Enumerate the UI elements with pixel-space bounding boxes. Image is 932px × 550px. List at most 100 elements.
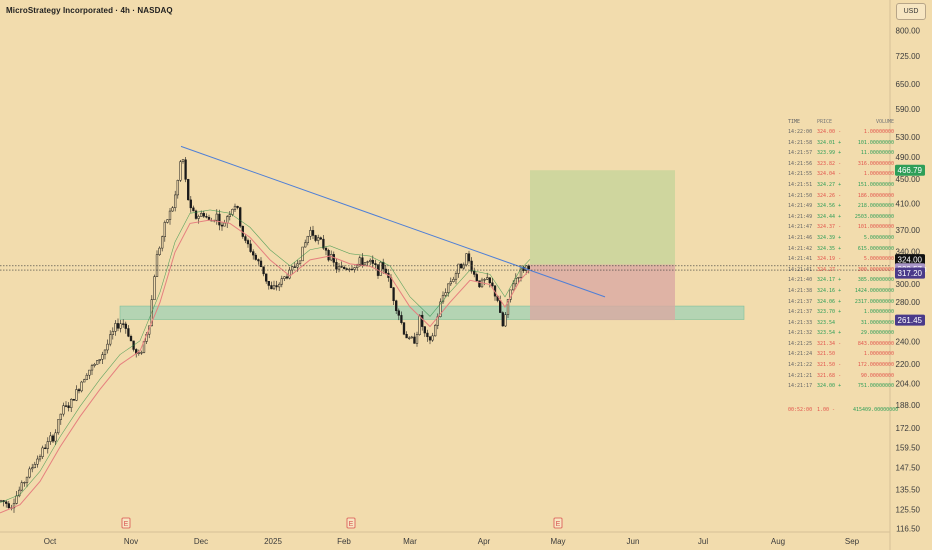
tape-row: 14:21:37 323.70 + 1.00000000: [784, 307, 894, 318]
x-tick-label: Sep: [845, 537, 860, 546]
y-tick-label: 650.00: [896, 80, 921, 89]
candle: [101, 354, 104, 360]
candle: [384, 268, 387, 274]
y-tick-label: 340.00: [896, 248, 921, 257]
tape-volume: 1.00000000: [863, 309, 894, 316]
candle: [226, 216, 229, 224]
earnings-marker-box: [121, 517, 131, 529]
x-tick-label: 2025: [264, 537, 282, 546]
candle: [77, 389, 81, 392]
candle: [64, 405, 68, 407]
x-tick-label: May: [550, 537, 565, 546]
candle: [332, 254, 335, 263]
tape-volume: 5.00000000: [863, 256, 894, 263]
candle: [25, 476, 29, 483]
tape-row: 14:22:00 324.00 - 1.00000000: [784, 127, 894, 138]
candle: [54, 432, 57, 442]
tape-volume: 2317.00000000: [854, 298, 894, 305]
stop-zone: [530, 264, 675, 321]
price-label-box: [895, 164, 925, 176]
tape-time: 14:21:22: [788, 362, 813, 369]
candle: [522, 266, 525, 271]
candle: [179, 161, 182, 181]
candle: [506, 299, 510, 315]
candle: [122, 323, 125, 325]
candle: [28, 468, 31, 478]
candle: [38, 456, 42, 460]
candle: [140, 352, 143, 354]
tape-time: 14:21:37: [788, 309, 813, 316]
tape-volume: 1.00000000: [863, 351, 894, 358]
candle: [90, 365, 94, 371]
candle: [392, 287, 395, 302]
candle: [184, 159, 187, 180]
y-tick-label: 280.00: [896, 298, 921, 307]
tape-row: 14:21:22 321.50 - 172.00000000: [784, 360, 894, 371]
candle: [57, 419, 60, 434]
tape-volume: 172.00000000: [857, 362, 894, 369]
tape-volume: 615.00000000: [857, 245, 894, 252]
candle: [491, 282, 494, 287]
candle: [291, 266, 294, 271]
candle: [444, 292, 447, 296]
tape-volume: 151.00000000: [857, 181, 894, 188]
tape-time: 14:21:37: [788, 298, 813, 305]
candle: [166, 219, 169, 223]
tape-header-price: PRICE: [817, 119, 833, 125]
time-and-sales-panel: TIME PRICE VOLUME 14:22:00 324.00 - 1.0000…: [784, 117, 898, 413]
y-tick-label: 172.00: [896, 424, 921, 433]
candle: [174, 194, 177, 208]
earnings-marker: E: [346, 517, 356, 529]
candle: [371, 259, 374, 264]
tape-row: 14:21:50 324.26 - 186.00000000: [784, 191, 894, 202]
candle: [311, 230, 315, 236]
candle: [20, 482, 23, 491]
tape-row: 14:21:46 324.39 + 5.00000000: [784, 233, 894, 244]
tape-row: 14:21:42 324.35 + 615.00000000: [784, 244, 894, 255]
tape-row: 14:21:24 321.50 1.00000000: [784, 349, 894, 360]
price-label-value: 466.79: [898, 166, 923, 175]
candle: [161, 236, 164, 249]
candle: [462, 264, 465, 269]
tape-volume: 218.00000000: [857, 203, 894, 210]
tape-price: 324.01 +: [817, 139, 842, 146]
tape-volume: 1424.00000000: [854, 287, 894, 294]
candle: [116, 323, 120, 329]
candle: [410, 336, 413, 339]
tape-price: 321.68 -: [817, 372, 842, 379]
y-tick-label: 135.50: [896, 485, 921, 494]
x-tick-label: Aug: [771, 537, 785, 546]
tape-time: 14:21:24: [788, 351, 813, 358]
candle: [259, 260, 263, 267]
candle: [460, 263, 463, 269]
candle: [231, 209, 234, 215]
candle: [153, 276, 156, 300]
currency-button[interactable]: USD: [896, 3, 926, 20]
candle: [197, 216, 200, 219]
candle: [7, 503, 10, 509]
candle: [293, 266, 296, 268]
candle: [36, 458, 39, 465]
candle: [239, 207, 242, 227]
candle: [249, 243, 252, 252]
candle: [324, 247, 328, 251]
candle: [304, 242, 307, 248]
ema-line: [0, 219, 531, 514]
candle: [80, 381, 83, 392]
candle: [361, 257, 364, 266]
tape-price: 321.50 -: [817, 362, 842, 369]
candle: [280, 278, 283, 285]
candle: [447, 283, 450, 293]
tape-volume: 31.00000000: [860, 319, 894, 326]
candle: [345, 268, 348, 270]
tape-volume: 186.00000000: [857, 192, 894, 199]
candle: [44, 447, 47, 449]
candle: [452, 278, 455, 282]
candle: [181, 159, 185, 162]
tape-time: 14:21:17: [788, 383, 813, 390]
candle: [439, 301, 442, 317]
tape-row: 14:21:32 323.54 + 29.00000000: [784, 328, 894, 339]
x-tick-label: Oct: [44, 537, 57, 546]
candle: [168, 210, 172, 220]
